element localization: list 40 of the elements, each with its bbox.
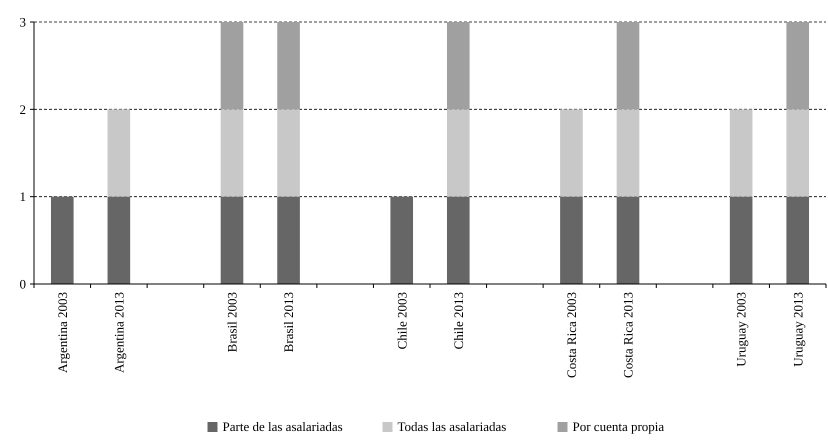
bar	[786, 196, 810, 284]
bar	[277, 196, 300, 284]
bar	[277, 22, 300, 110]
x-tick-label: Chile 2013	[450, 292, 466, 350]
x-tick-label: Argentina 2013	[111, 292, 126, 373]
y-tick-label: 0	[20, 276, 26, 292]
bar	[560, 196, 583, 284]
bar	[220, 22, 244, 110]
x-tick-label: Costa Rica 2003	[564, 292, 579, 378]
bar	[390, 196, 414, 284]
bar	[616, 22, 640, 110]
legend-label: Parte de las asalariadas	[222, 419, 343, 434]
x-tick-label: Argentina 2003	[54, 292, 70, 373]
bar	[786, 22, 810, 110]
y-tick-label: 2	[20, 102, 26, 117]
bar	[220, 196, 244, 284]
bar	[277, 109, 300, 197]
bar	[616, 196, 640, 284]
bar	[616, 109, 640, 197]
bar	[50, 196, 74, 284]
bar	[108, 196, 130, 284]
bar	[786, 109, 810, 197]
bar	[220, 109, 244, 197]
x-tick-label: Chile 2003	[394, 292, 410, 350]
legend-label: Todas las asalariadas	[398, 419, 506, 434]
bar	[446, 22, 470, 110]
bar	[730, 196, 752, 284]
bar	[560, 109, 583, 197]
x-tick-label: Brasil 2003	[224, 292, 240, 352]
bar	[446, 109, 470, 197]
x-tick-label: Uruguay 2013	[790, 292, 806, 367]
bar	[730, 109, 752, 197]
bar	[446, 196, 470, 284]
bar	[108, 109, 130, 197]
x-tick-label: Costa Rica 2013	[620, 292, 636, 378]
x-tick-label: Uruguay 2003	[734, 292, 749, 367]
y-tick-label: 3	[20, 14, 26, 30]
y-tick-label: 1	[20, 189, 26, 204]
x-tick-label: Brasil 2013	[281, 292, 296, 352]
legend-label: Por cuenta propia	[572, 419, 664, 434]
